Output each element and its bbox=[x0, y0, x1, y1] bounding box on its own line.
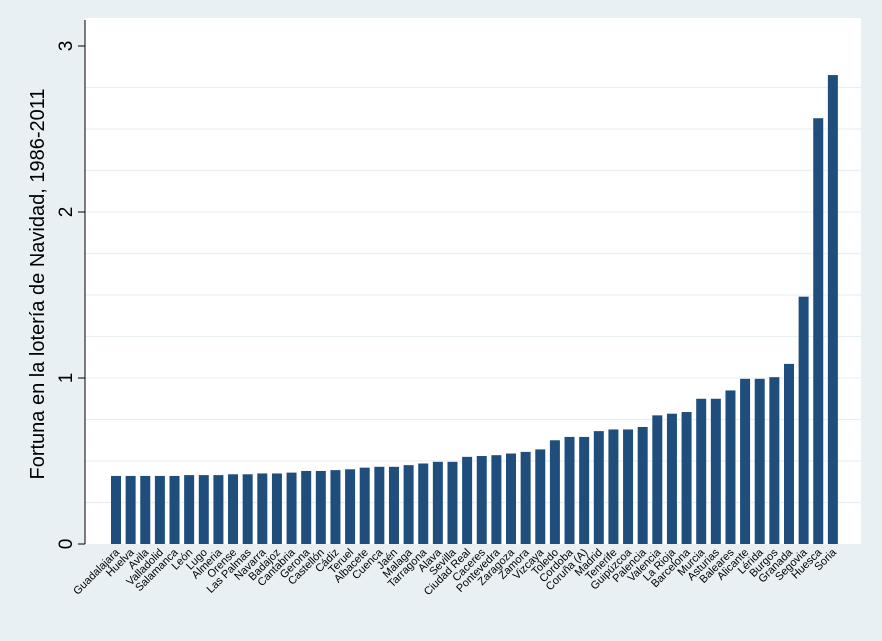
bar bbox=[769, 377, 780, 544]
bar bbox=[169, 475, 180, 544]
bar bbox=[520, 451, 531, 544]
bar bbox=[593, 431, 604, 544]
bar bbox=[579, 436, 590, 544]
bar bbox=[623, 429, 634, 544]
bar bbox=[710, 398, 721, 544]
bar bbox=[491, 455, 502, 544]
y-tick-label: 1 bbox=[56, 373, 77, 384]
bar bbox=[140, 475, 151, 544]
bar bbox=[432, 461, 443, 544]
bar bbox=[330, 470, 341, 544]
bar bbox=[506, 453, 517, 544]
bar bbox=[125, 475, 136, 544]
bar bbox=[111, 475, 121, 544]
bar bbox=[549, 440, 560, 544]
bar bbox=[754, 378, 765, 544]
bar bbox=[257, 473, 268, 544]
y-tick-label: 2 bbox=[56, 207, 77, 218]
bar bbox=[608, 429, 619, 544]
y-tick-label: 3 bbox=[56, 41, 77, 52]
bar bbox=[637, 426, 648, 544]
bar bbox=[813, 118, 824, 545]
bar bbox=[476, 456, 487, 544]
bar bbox=[740, 378, 751, 544]
bar bbox=[564, 436, 575, 544]
bar bbox=[242, 474, 253, 544]
bar bbox=[725, 390, 736, 544]
bar bbox=[198, 475, 209, 544]
gridlines bbox=[85, 86, 861, 504]
bar bbox=[798, 296, 809, 544]
bar bbox=[696, 398, 707, 544]
y-axis-title: Fortuna en la lotería de Navidad, 1986-2… bbox=[27, 88, 49, 479]
y-axis-ticks: 0 1 2 3 bbox=[56, 41, 85, 550]
bar bbox=[286, 472, 297, 544]
bar bbox=[652, 415, 663, 544]
bar bbox=[184, 475, 195, 544]
bar bbox=[301, 470, 312, 544]
bar bbox=[403, 465, 414, 544]
bar bbox=[359, 467, 370, 544]
bar bbox=[271, 473, 282, 544]
bar bbox=[666, 413, 677, 544]
bar bbox=[783, 363, 794, 544]
bars bbox=[111, 75, 838, 545]
bar bbox=[462, 456, 473, 544]
bar bbox=[213, 475, 224, 544]
bar bbox=[374, 466, 385, 544]
bar bbox=[154, 475, 165, 544]
bar bbox=[418, 463, 429, 544]
bar bbox=[388, 466, 399, 544]
bar bbox=[535, 449, 546, 544]
bar bbox=[315, 470, 326, 544]
bar bbox=[228, 474, 239, 544]
bar bbox=[681, 412, 692, 544]
y-tick-label: 0 bbox=[56, 539, 77, 550]
bar bbox=[345, 469, 356, 544]
bar bbox=[447, 461, 458, 544]
bar bbox=[827, 75, 838, 545]
